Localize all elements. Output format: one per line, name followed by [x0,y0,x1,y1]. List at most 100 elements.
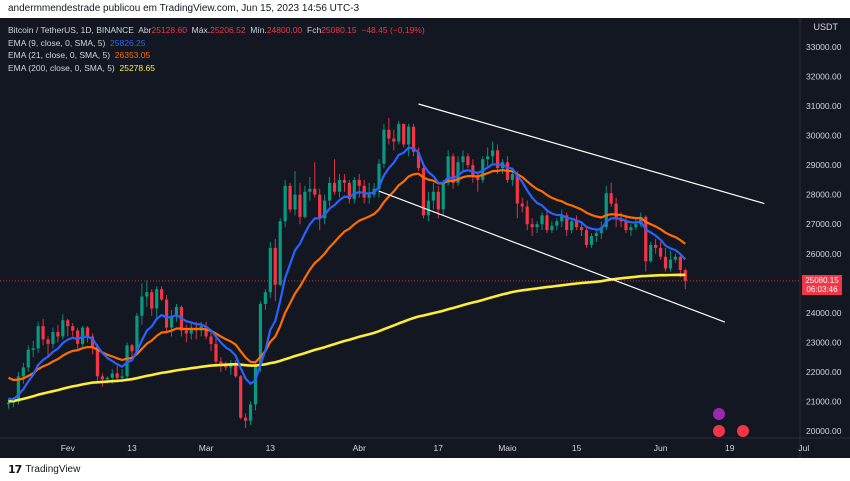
price-tick-label: 29000.00 [806,160,842,170]
candle-body [95,346,100,377]
candle-body [61,320,65,337]
candle-body [125,345,129,377]
time-tick-label: Maio [498,443,517,453]
event-flag-icon[interactable] [737,425,749,437]
candle-body [486,156,490,160]
legend-open-value: 25128.60 [151,25,187,35]
candle-body [234,363,238,377]
legend-high-label: Máx. [191,25,211,35]
chart-svg[interactable]: 20000.00 21000.00 22000.00 23000.00 24000.00… [0,18,850,458]
legend-ema200-value: 25278.65 [119,62,155,73]
candle-body [530,224,534,228]
candle-body [520,203,524,207]
candle-body [614,203,618,219]
candle-body [525,206,529,225]
candle-body [392,138,396,142]
candle-body [550,225,554,231]
candle-body [120,376,124,378]
tradingview-brand: TradingView [25,464,81,475]
candle-body [644,216,648,262]
candle-body [436,191,440,210]
legend-symbol[interactable]: Bitcoin / TetherUS, 1D, BINANCE [8,25,134,35]
candle-body [570,221,574,231]
time-tick-label: 13 [127,443,137,453]
last-price-value: 25080.15 [805,275,839,285]
legend-ema9-label: EMA (9, close, 0, SMA, 5) [8,37,106,48]
legend-close-value: 25080.15 [321,25,357,35]
candle-body [426,200,430,216]
candle-body [397,123,401,142]
price-tick-label: 30000.00 [806,131,842,141]
candle-body [609,193,613,204]
candle-body [663,256,668,269]
last-price-tag: 25080.15 06:03:46 [802,274,842,295]
candle-body [584,230,589,245]
candle-body [332,182,337,192]
channel-upper-line [418,103,765,205]
candle-body [76,330,80,344]
candle-body [41,326,45,340]
candle-body [357,179,361,186]
event-flag-icon[interactable] [713,425,725,437]
candle-body [303,191,307,217]
candle-body [21,367,25,377]
price-tick-label: 23000.00 [806,337,842,347]
candle-body [209,336,213,344]
candle-body [6,402,11,405]
time-tick-label: Abr [353,443,366,453]
price-tick-label: 24000.00 [806,308,842,318]
candle-body [495,150,500,169]
candle-body [278,221,282,285]
candle-body [575,221,579,228]
candle-body [184,330,188,334]
candle-body [164,299,169,328]
candle-body [100,376,104,380]
candle-body [594,233,598,237]
legend-ema200-label: EMA (200, close, 0, SMA, 5) [8,62,115,73]
ema200-line [8,273,686,403]
candle-body [160,289,164,300]
tradingview-logo[interactable]: 17 TradingView [8,463,80,476]
chart-legend: Bitcoin / TetherUS, 1D, BINANCE Abr25128… [8,24,425,74]
legend-change: −48.45 (−0.19%) [361,25,425,35]
candle-body [268,247,272,293]
legend-ema9-row[interactable]: EMA (9, close, 0, SMA, 5) 25826.25 [8,37,425,50]
legend-low-value: 24800.00 [266,25,303,35]
candle-body [649,244,653,262]
candle-body [258,303,263,367]
price-tick-label: 27000.00 [806,219,842,229]
event-flag-icon[interactable] [713,408,725,420]
candle-body [555,221,559,226]
candle-body [624,221,628,231]
price-axis-currency: USDT [813,22,839,32]
candle-body [56,332,60,337]
candle-body [51,332,55,344]
candle-body [140,296,144,316]
time-tick-label: Mar [199,443,214,453]
candle-body [431,191,435,201]
price-tick-label: 28000.00 [806,190,842,200]
price-tick-label: 32000.00 [806,72,842,82]
candle-body [189,327,193,334]
legend-ema21-value: 26353.05 [114,50,151,60]
last-price-countdown: 06:03:46 [806,284,838,294]
time-tick-label: Fev [61,443,76,453]
candle-body [352,179,356,200]
candle-body [407,126,411,145]
candle-body [367,194,371,198]
legend-high-value: 25206.52 [210,25,246,35]
chart-area[interactable]: 20000.00 21000.00 22000.00 23000.00 24000.00… [0,18,850,458]
candle-body [565,215,569,231]
legend-ema21-row[interactable]: EMA (21, close, 0, SMA, 5) 26353.05 [8,49,425,62]
price-tick-label: 22000.00 [806,367,842,377]
candle-body [273,247,277,285]
candle-body [491,150,495,157]
channel-lower-line [378,190,726,323]
candle-body [579,227,584,231]
candle-body [545,215,549,231]
tradingview-logo-icon: 17 [8,463,22,476]
candle-body [476,176,480,180]
legend-ema200-row[interactable]: EMA (200, close, 0, SMA, 5) 25278.65 [8,62,425,75]
publish-header: andermmendestrade publicou em TradingVie… [0,0,850,18]
candle-body [105,377,109,380]
